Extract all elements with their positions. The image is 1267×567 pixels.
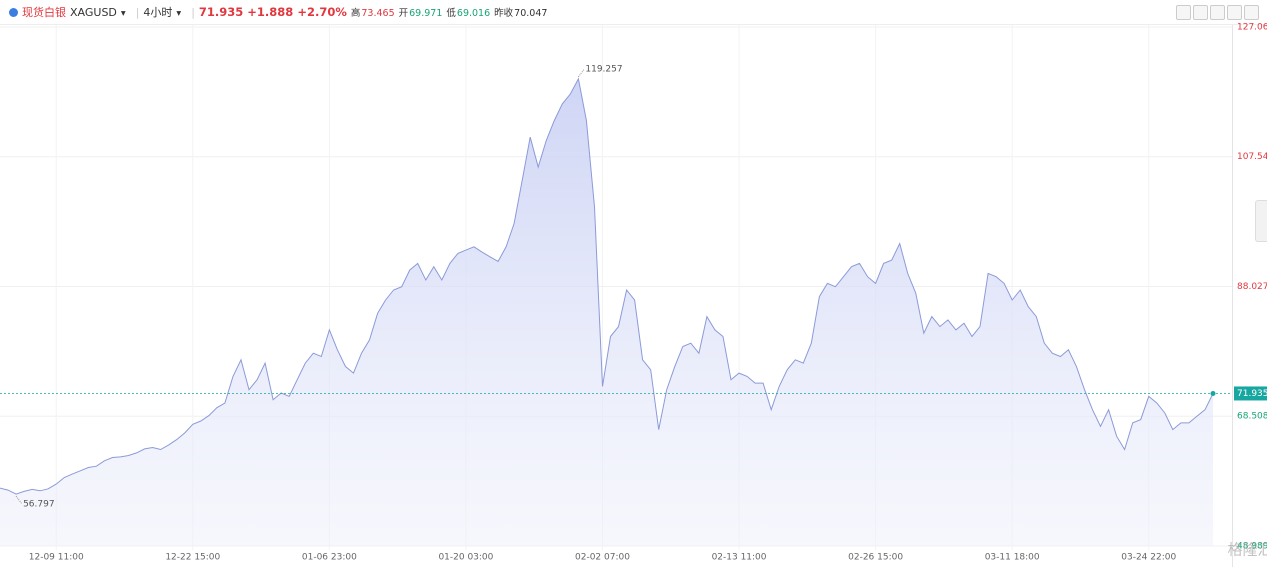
x-tick-label: 03-24 22:00: [1121, 553, 1176, 563]
min-label: 56.797: [23, 500, 54, 510]
y-tick-label: 88.027: [1237, 282, 1267, 292]
prev-label: 昨收: [494, 8, 514, 19]
last-price-label: 71.935: [1237, 389, 1267, 399]
price: 71.935: [198, 5, 244, 19]
x-tick-label: 02-26 15:00: [848, 553, 903, 563]
annotation-leader: [15, 495, 23, 505]
tool-button[interactable]: [1210, 5, 1225, 20]
prev: 70.047: [514, 8, 548, 19]
x-tick-label: 02-13 11:00: [712, 553, 767, 563]
dropdown-caret[interactable]: ▾: [176, 8, 182, 19]
y-tick-label: 107.546: [1237, 152, 1267, 162]
x-tick-label: 02-02 07:00: [575, 553, 630, 563]
max-label: 119.257: [585, 64, 622, 74]
x-tick-label: 03-11 18:00: [985, 553, 1040, 563]
x-tick-label: 01-06 23:00: [302, 553, 357, 563]
y-tick-label: 68.508: [1237, 412, 1267, 422]
tool-button[interactable]: [1244, 5, 1259, 20]
toolbar: [1174, 5, 1259, 29]
side-panel-toggle[interactable]: [1255, 200, 1267, 242]
tool-button[interactable]: [1193, 5, 1208, 20]
x-tick-label: 01-20 03:00: [438, 553, 493, 563]
tool-button[interactable]: [1227, 5, 1242, 20]
watermark: 格隆汇: [1227, 541, 1267, 559]
open-label: 开: [398, 8, 409, 19]
symbol[interactable]: XAGUSD: [70, 6, 117, 19]
change-pct: +2.70%: [297, 5, 347, 19]
interval[interactable]: 4小时: [143, 6, 173, 19]
tool-button[interactable]: [1176, 5, 1191, 20]
y-tick-label: 127.064: [1237, 23, 1267, 33]
x-tick-label: 12-22 15:00: [165, 553, 220, 563]
dropdown-caret[interactable]: ▾: [120, 8, 126, 19]
y-tick-label: 48.989: [1237, 542, 1267, 552]
area-fill: [0, 78, 1213, 547]
header: 现货白银 XAGUSD ▾ | 4小时 ▾ | 71.935 +1.888 +2.70% 高73.4…: [0, 0, 1267, 24]
annotation-leader: [577, 68, 585, 78]
last-price-dot: [1210, 390, 1216, 396]
low-label: 低: [446, 8, 456, 19]
open: 69.971: [409, 8, 443, 19]
price-line: [0, 77, 1214, 495]
change: +1.888: [247, 5, 294, 19]
low: 69.016: [456, 8, 491, 19]
x-tick-label: 12-09 11:00: [29, 553, 84, 563]
high-label: 高: [350, 8, 361, 19]
symbol-icon: [9, 8, 18, 17]
last-price-box: [1234, 386, 1267, 401]
high: 73.465: [361, 8, 395, 19]
instrument-name[interactable]: 现货白银: [22, 6, 66, 19]
